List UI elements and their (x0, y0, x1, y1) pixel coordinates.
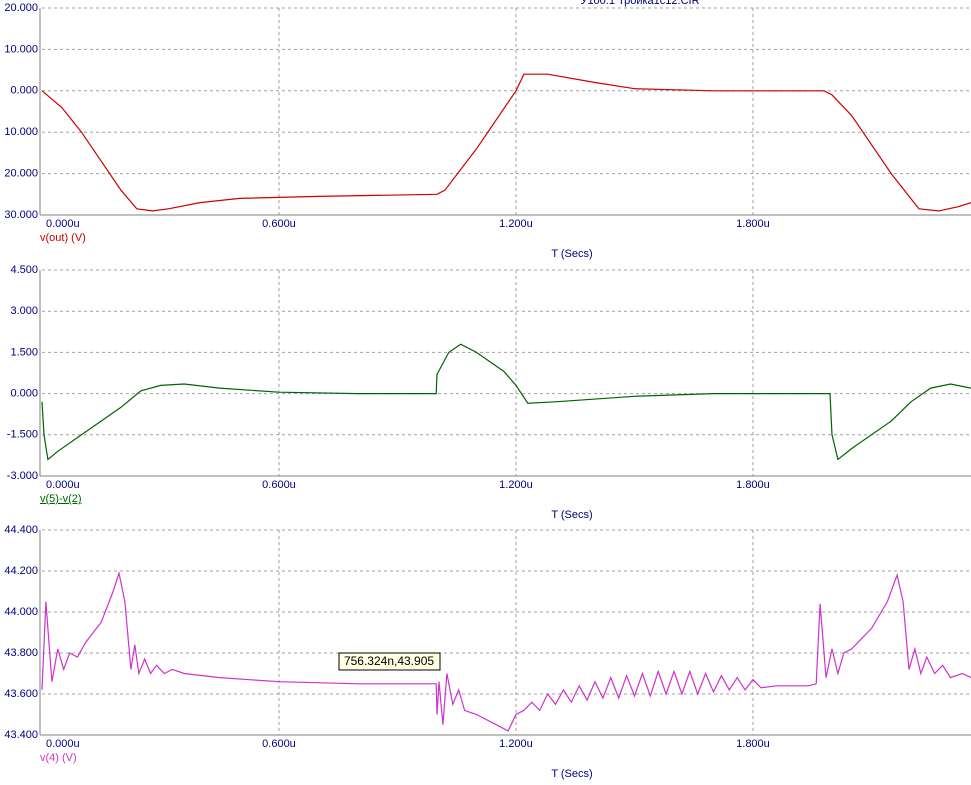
y-tick-label: 43.400 (4, 729, 38, 741)
y-tick-label: 30.000 (4, 209, 38, 221)
x-tick-label: 0.000u (46, 479, 80, 491)
y-tick-label: -3.000 (7, 470, 38, 482)
y-tick-label: 20.000 (4, 168, 38, 180)
y-tick-label: 1.500 (10, 346, 38, 358)
x-tick-label: 0.600u (262, 218, 296, 230)
y-tick-label: 20.000 (4, 2, 38, 14)
chart-title: У100.1 Тройка1с12.CIR (580, 0, 699, 7)
y-tick-label: 43.800 (4, 647, 38, 659)
x-tick-label: 1.800u (736, 218, 770, 230)
x-tick-label: 0.600u (262, 738, 296, 750)
x-tick-label: 1.200u (499, 218, 533, 230)
x-axis-label: T (Secs) (551, 768, 592, 780)
y-tick-label: 44.200 (4, 565, 38, 577)
y-tick-label: 44.400 (4, 524, 38, 536)
y-tick-label: 44.000 (4, 606, 38, 618)
x-tick-label: 0.000u (46, 218, 80, 230)
y-tick-label: 3.000 (10, 305, 38, 317)
x-axis-label: T (Secs) (551, 509, 592, 521)
legend-entry: v(out) (V) (40, 232, 86, 244)
y-tick-label: 0.000 (10, 85, 38, 97)
x-tick-label: 1.200u (499, 479, 533, 491)
y-tick-label: 10.000 (4, 43, 38, 55)
series-line (41, 570, 971, 732)
x-tick-label: 1.200u (499, 738, 533, 750)
x-tick-label: 0.600u (262, 479, 296, 491)
y-tick-label: 4.500 (10, 264, 38, 276)
x-tick-label: 0.000u (46, 738, 80, 750)
tooltip-text: 756.324n,43.905 (344, 654, 434, 668)
x-axis-label: T (Secs) (551, 248, 592, 260)
legend-entry: v(5)-v(2) (40, 493, 82, 505)
y-tick-label: 43.600 (4, 688, 38, 700)
legend-entry: v(4) (V) (40, 752, 77, 764)
y-tick-label: 10.000 (4, 126, 38, 138)
y-tick-label: -1.500 (7, 429, 38, 441)
tooltip-box (338, 652, 441, 671)
series-line (41, 73, 971, 212)
y-tick-label: 0.000 (10, 388, 38, 400)
x-tick-label: 1.800u (736, 479, 770, 491)
x-tick-label: 1.800u (736, 738, 770, 750)
series-line (41, 343, 971, 461)
